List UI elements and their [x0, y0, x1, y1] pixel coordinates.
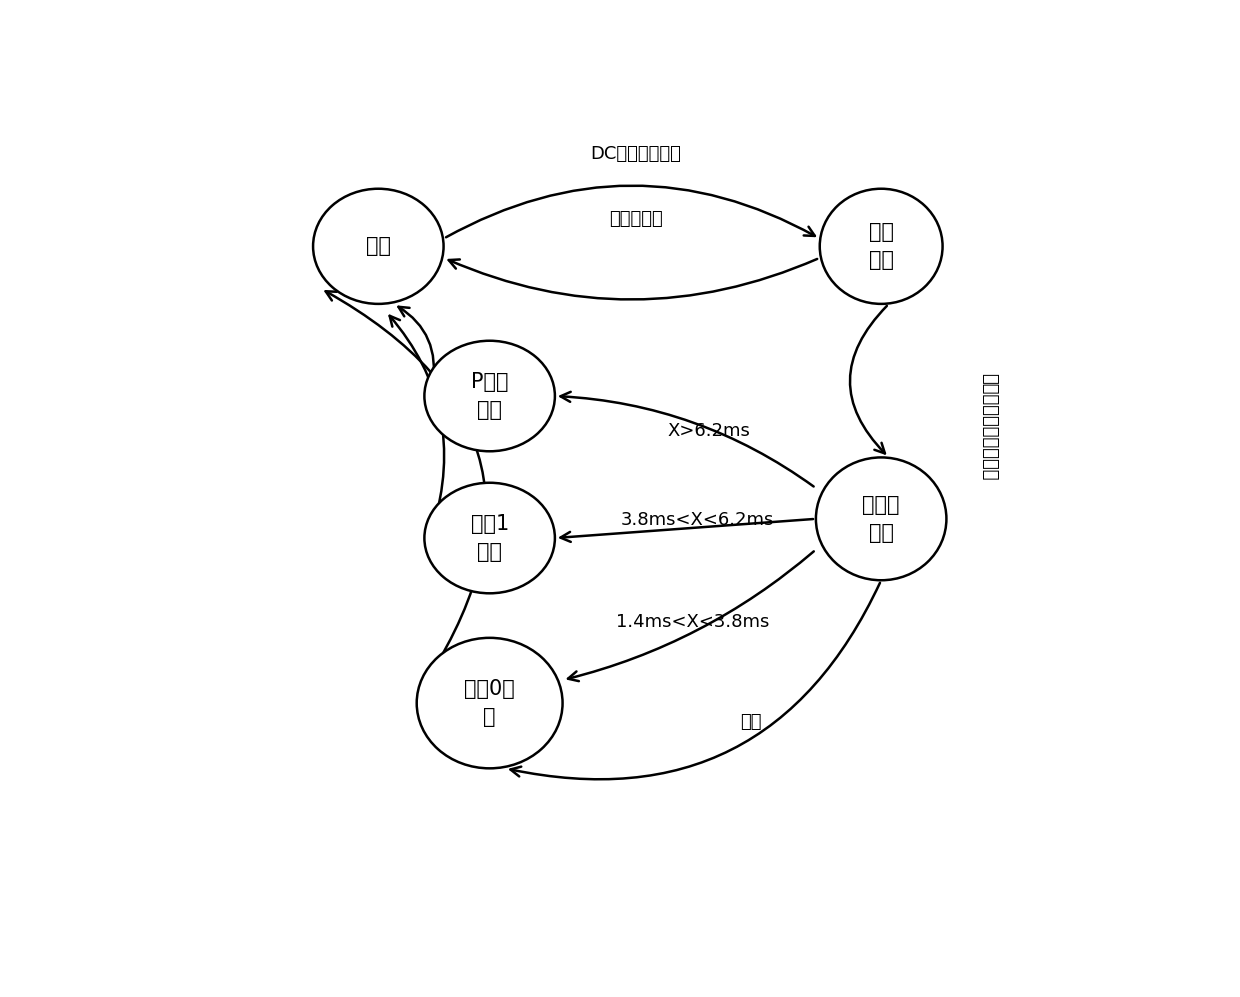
Text: 干扰
判断: 干扰 判断: [869, 222, 894, 270]
Text: 非低电平、非计时结束: 非低电平、非计时结束: [980, 373, 998, 481]
Text: DC码高电平输入: DC码高电平输入: [590, 146, 681, 164]
Text: 1.4ms<X<3.8ms: 1.4ms<X<3.8ms: [616, 613, 770, 631]
Text: P脉冲
处理: P脉冲 处理: [471, 372, 508, 420]
Text: 空闲: 空闲: [366, 236, 391, 256]
Ellipse shape: [820, 188, 942, 304]
Ellipse shape: [312, 188, 444, 304]
Ellipse shape: [424, 483, 554, 593]
Text: 3.8ms<X<6.2ms: 3.8ms<X<6.2ms: [620, 511, 774, 529]
Ellipse shape: [816, 458, 946, 580]
Text: 数字1
处理: 数字1 处理: [470, 514, 508, 562]
Text: 数字0处
理: 数字0处 理: [464, 679, 515, 727]
Text: 其他: 其他: [740, 713, 761, 731]
Ellipse shape: [424, 341, 554, 452]
Text: 高电平
计数: 高电平 计数: [862, 495, 900, 542]
Text: X>6.2ms: X>6.2ms: [667, 422, 750, 440]
Text: 毛刺、干扰: 毛刺、干扰: [609, 210, 662, 228]
Ellipse shape: [417, 638, 563, 769]
